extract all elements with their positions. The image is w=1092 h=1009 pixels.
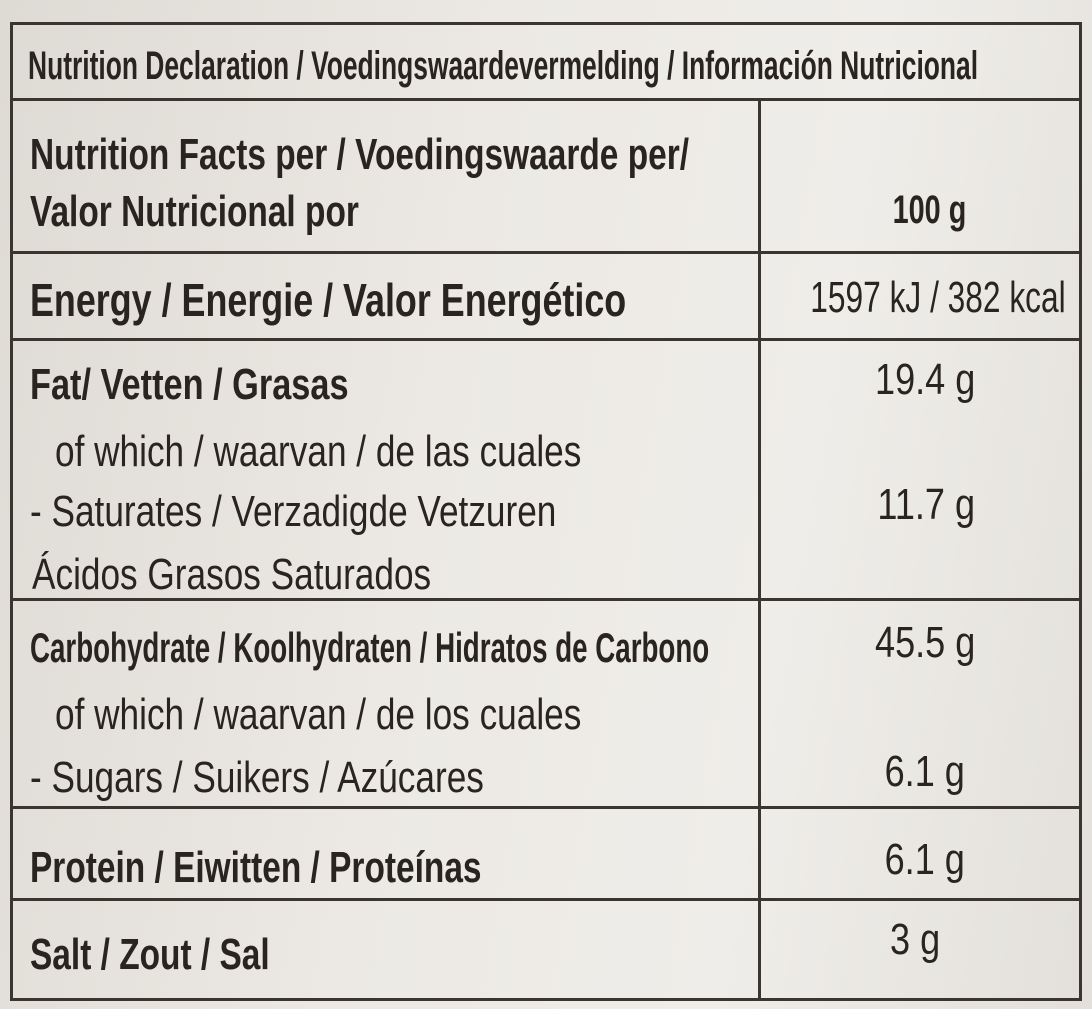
- row-value-text: 45.5 g: [874, 618, 975, 667]
- row-label-text: Fat/ Vetten / Grasas: [30, 360, 349, 409]
- row-label-text: - Sugars / Suikers / Azúcares: [30, 753, 484, 802]
- row-label: Salt / Zout / Sal: [30, 927, 345, 983]
- row-value: 19.4 g: [853, 352, 975, 408]
- header-value-text: 100 g: [892, 188, 966, 232]
- row-label-text: of which / waarvan / de las cuales: [55, 427, 582, 476]
- row-label: Energy / Energie / Valor Energético: [30, 272, 794, 328]
- row-value-text: 6.1 g: [884, 747, 965, 796]
- row-value-text: 11.7 g: [877, 480, 975, 529]
- row-divider: [10, 806, 1082, 809]
- row-divider: [10, 338, 1082, 341]
- row-label-text: Energy / Energie / Valor Energético: [30, 274, 627, 326]
- row-divider: [10, 251, 1082, 254]
- row-label-text: of which / waarvan / de los cuales: [55, 690, 582, 739]
- header-label-text: Valor Nutricional por: [30, 187, 359, 236]
- row-label-text: Carbohydrate / Koolhydraten / Hidratos d…: [30, 624, 710, 671]
- row-divider: [10, 898, 1082, 901]
- border: [10, 22, 13, 1001]
- row-value: 6.1 g: [867, 744, 965, 800]
- row-label-text: Ácidos Grasos Saturados: [32, 550, 432, 599]
- row-value: 11.7 g: [856, 477, 975, 533]
- column-divider: [758, 98, 761, 1001]
- header-label: Valor Nutricional por: [30, 184, 463, 240]
- title-text: Nutrition Declaration / Voedingswaardeve…: [28, 44, 979, 88]
- row-label: Protein / Eiwitten / Proteínas: [30, 840, 624, 896]
- row-value: 6.1 g: [867, 832, 965, 888]
- row-value: 45.5 g: [853, 615, 975, 671]
- row-label-text: Salt / Zout / Sal: [30, 930, 270, 979]
- row-label: Fat/ Vetten / Grasas: [30, 357, 438, 413]
- row-value-text: 1597 kJ / 382 kcal: [810, 273, 1066, 322]
- row-label-text: Protein / Eiwitten / Proteínas: [30, 843, 482, 892]
- border: [10, 998, 1082, 1001]
- row-value: 3 g: [879, 912, 940, 968]
- row-label: Ácidos Grasos Saturados: [32, 547, 531, 603]
- row-divider: [10, 598, 1082, 601]
- title: Nutrition Declaration / Voedingswaardeve…: [28, 38, 1092, 94]
- row-value-text: 3 g: [889, 915, 940, 964]
- row-value: 1597 kJ / 382 kcal: [711, 270, 1066, 326]
- row-label: of which / waarvan / de las cuales: [55, 424, 713, 480]
- row-value-text: 19.4 g: [874, 355, 975, 404]
- row-label: Carbohydrate / Koolhydraten / Hidratos d…: [30, 620, 1059, 676]
- header-value: 100 g: [864, 182, 966, 238]
- header-label: Nutrition Facts per / Voedingswaarde per…: [30, 127, 897, 183]
- row-label: - Sugars / Suikers / Azúcares: [30, 750, 597, 806]
- row-label: of which / waarvan / de los cuales: [55, 687, 713, 743]
- row-label-text: - Saturates / Verzadigde Vetzuren: [30, 487, 557, 536]
- border: [10, 22, 1082, 25]
- row-divider: [10, 98, 1082, 101]
- row-label: - Saturates / Verzadigde Vetzuren: [30, 484, 688, 540]
- row-value-text: 6.1 g: [884, 835, 965, 884]
- border: [1079, 22, 1082, 1001]
- header-label-text: Nutrition Facts per / Voedingswaarde per…: [30, 130, 690, 179]
